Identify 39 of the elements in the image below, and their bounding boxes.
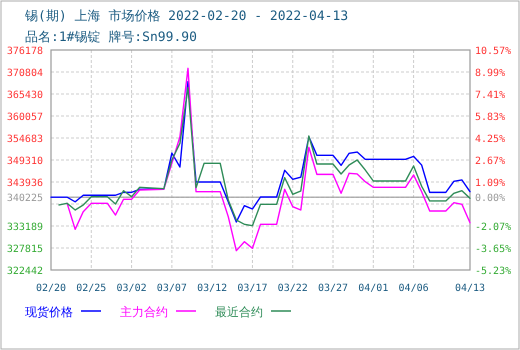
y-tick-label: 327815: [6, 244, 43, 255]
legend-label: 主力合约: [120, 305, 168, 319]
y2-tick-label: 0.00%: [475, 193, 506, 204]
y2-tick-label: -5.23%: [475, 266, 512, 277]
y2-tick-label: 5.83%: [475, 112, 506, 123]
line-series: [66, 68, 471, 252]
y2-tick-label: 10.57%: [475, 46, 512, 57]
x-tick-label: 03/02: [116, 283, 147, 294]
y-tick-label: 370804: [6, 68, 43, 79]
y2-tick-label: -3.65%: [475, 244, 512, 255]
legend-label: 现货价格: [25, 305, 73, 319]
x-tick-label: 03/22: [278, 283, 308, 294]
y2-tick-label: 2.67%: [475, 156, 506, 167]
y2-tick-label: -2.07%: [475, 222, 512, 233]
x-tick-label: 03/27: [318, 283, 348, 294]
x-tick-label: 03/17: [237, 283, 268, 294]
y2-tick-label: 1.09%: [475, 178, 506, 189]
y-tick-label: 340225: [6, 193, 43, 204]
x-tick-label: 03/07: [156, 283, 187, 294]
chart-title: 锡(期) 上海 市场价格 2022-02-20 - 2022-04-13: [24, 9, 348, 24]
legend-label: 最近合约: [215, 305, 263, 319]
x-tick-label: 04/06: [398, 283, 429, 294]
y2-tick-label: 8.99%: [475, 68, 506, 79]
y-tick-label: 376178: [6, 46, 43, 57]
y-tick-label: 360057: [6, 112, 43, 123]
y2-tick-label: 4.25%: [475, 134, 506, 145]
y-tick-label: 349310: [6, 156, 43, 167]
x-tick-label: 02/25: [76, 283, 106, 294]
x-tick-label: 04/01: [358, 283, 388, 294]
y-tick-label: 333189: [6, 222, 43, 233]
y-tick-label: 354683: [6, 134, 43, 145]
y-tick-label: 365430: [6, 90, 43, 102]
chart-subtitle: 品名:1#锡锭 牌号:Sn99.90: [25, 30, 197, 45]
x-tick-label: 04/13: [454, 283, 486, 294]
y-tick-label: 343936: [6, 178, 43, 189]
y-tick-label: 322442: [6, 266, 43, 277]
x-tick-label: 03/12: [197, 283, 228, 294]
y2-tick-label: 7.41%: [475, 90, 506, 101]
x-tick-label: 02/20: [36, 283, 66, 294]
